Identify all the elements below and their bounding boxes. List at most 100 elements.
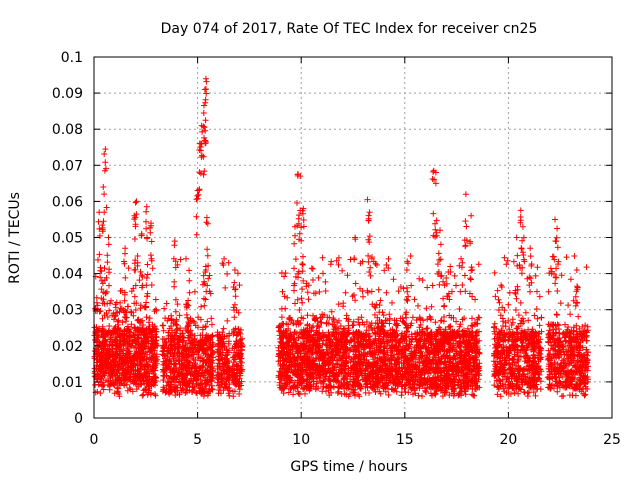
data-point (143, 314, 150, 321)
data-point (189, 388, 196, 395)
data-point (104, 367, 111, 374)
data-point (171, 369, 178, 376)
data-point (161, 305, 168, 312)
data-point (309, 265, 316, 272)
data-point (305, 296, 312, 303)
data-point (114, 384, 121, 391)
data-point (128, 365, 135, 372)
data-point (165, 335, 172, 342)
data-point (360, 293, 366, 300)
data-point (148, 282, 155, 288)
data-point (226, 387, 233, 394)
data-point (375, 286, 382, 293)
data-point (169, 327, 175, 334)
data-point (216, 349, 223, 356)
data-point (97, 390, 104, 397)
data-point (133, 300, 140, 307)
data-point (203, 335, 210, 342)
data-point (106, 386, 113, 393)
data-point (310, 356, 317, 363)
data-point (117, 288, 124, 294)
data-point (469, 391, 476, 398)
data-point (179, 385, 186, 392)
data-point (472, 296, 479, 303)
data-point (296, 307, 303, 313)
data-point (216, 363, 223, 370)
data-point (137, 302, 144, 309)
data-point (160, 345, 167, 352)
data-point (121, 360, 127, 367)
data-point (99, 334, 106, 341)
data-point (398, 389, 405, 396)
data-point (161, 373, 167, 380)
data-point (328, 258, 335, 265)
data-point (316, 288, 323, 295)
data-point (111, 316, 117, 323)
data-point (419, 277, 426, 284)
data-point (359, 288, 366, 294)
data-point (322, 288, 329, 294)
data-point (162, 358, 169, 365)
data-point (187, 349, 194, 356)
data-point (92, 382, 99, 388)
data-point (133, 348, 140, 355)
data-point (134, 317, 141, 324)
data-point (143, 370, 150, 377)
data-point (295, 268, 302, 275)
data-point (373, 262, 380, 268)
data-point (224, 270, 231, 277)
data-point (320, 270, 326, 277)
data-point (175, 336, 182, 343)
data-point (186, 369, 193, 376)
data-point (424, 284, 431, 291)
data-point (231, 301, 238, 308)
data-point (238, 346, 245, 353)
data-point (335, 254, 342, 261)
data-point (407, 253, 414, 259)
data-point (237, 326, 244, 333)
data-point (105, 377, 112, 384)
data-point (310, 277, 316, 283)
data-point (160, 327, 167, 334)
data-point (133, 386, 140, 393)
data-point (94, 388, 101, 395)
data-point (200, 272, 207, 279)
data-point (99, 315, 106, 322)
data-point (204, 392, 211, 399)
data-point (131, 371, 138, 378)
data-point (366, 390, 372, 396)
data-point (98, 295, 105, 302)
data-point (403, 314, 410, 321)
data-point (152, 358, 159, 364)
data-point (115, 317, 122, 324)
data-point (142, 386, 149, 392)
data-point (187, 359, 193, 366)
data-point (219, 355, 226, 362)
data-point (135, 372, 142, 379)
data-point (91, 365, 98, 372)
data-point (512, 307, 519, 313)
data-point (231, 307, 238, 314)
data-point (192, 361, 198, 368)
data-point (397, 284, 404, 290)
data-point (206, 272, 213, 279)
data-point (225, 368, 232, 375)
data-point (100, 345, 107, 352)
data-point (112, 336, 119, 343)
data-point (197, 332, 204, 339)
data-point (319, 254, 326, 261)
data-point (190, 346, 197, 353)
data-point (114, 374, 121, 381)
data-point (123, 314, 130, 321)
data-point (374, 320, 381, 327)
data-point (237, 351, 244, 358)
data-point (138, 380, 145, 387)
data-point (93, 346, 100, 353)
data-point (456, 306, 463, 312)
data-point (144, 334, 151, 341)
data-point (129, 378, 136, 385)
data-point (236, 391, 243, 397)
data-point (291, 329, 298, 336)
data-point (134, 332, 141, 339)
data-point (131, 344, 138, 351)
